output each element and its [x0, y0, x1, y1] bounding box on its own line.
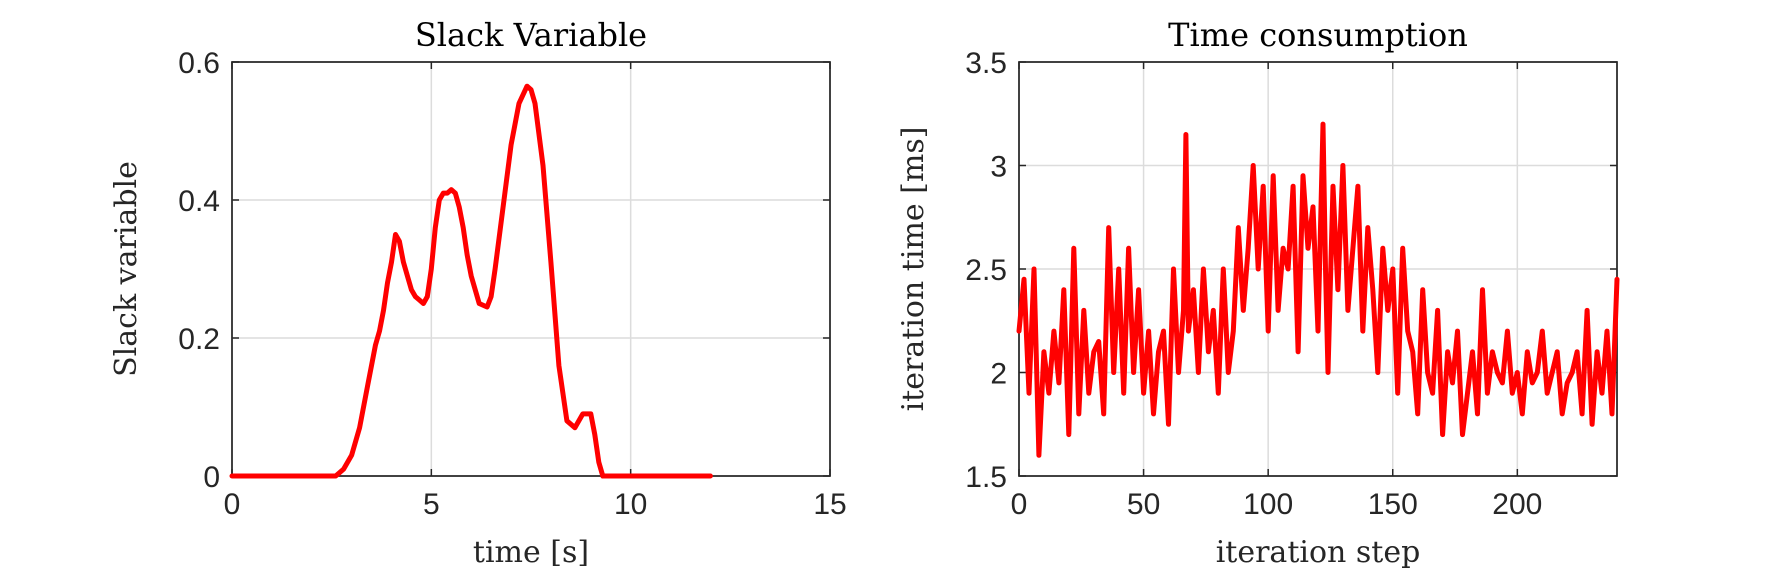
x-tick-label: 10 [614, 488, 647, 521]
chart-time-consumption: 0 50 100 150 200 1.5 2 2.5 3 3.5 Time consumption i… [896, 16, 1620, 570]
y-tick-label: 0.6 [178, 47, 220, 80]
x-tick-label: 0 [1011, 488, 1028, 521]
y-axis-label: Slack variable [109, 161, 144, 377]
y-tick-label: 2.5 [965, 254, 1007, 287]
y-axis-label: iteration time [ms] [896, 127, 931, 412]
x-tick-label: 5 [423, 488, 440, 521]
y-tick-label: 0.4 [178, 185, 220, 218]
y-tick-label: 1.5 [965, 461, 1007, 494]
y-tick-label: 0 [203, 461, 220, 494]
x-tick-label: 200 [1492, 488, 1542, 521]
series-line [1016, 121, 1620, 458]
y-tick-label: 3.5 [965, 47, 1007, 80]
chart-title: Time consumption [1168, 16, 1468, 54]
x-tick-label: 15 [813, 488, 846, 521]
chart-slack-variable: 0 5 10 15 0 0.2 0.4 0.6 Slack Variable time [s] Sl… [109, 16, 847, 570]
x-axis-label: iteration step [1216, 535, 1421, 570]
x-tick-label: 0 [224, 488, 241, 521]
y-tick-label: 3 [990, 151, 1007, 184]
x-axis-label: time [s] [473, 535, 589, 570]
axes-frame [231, 61, 831, 477]
y-tick-label: 0.2 [178, 323, 220, 356]
y-tick-label: 2 [990, 358, 1007, 391]
chart-title: Slack Variable [415, 16, 647, 54]
series-line [229, 83, 713, 479]
x-tick-label: 50 [1127, 488, 1160, 521]
x-tick-label: 100 [1243, 488, 1293, 521]
plot-area [231, 61, 831, 477]
x-tick-label: 150 [1368, 488, 1418, 521]
